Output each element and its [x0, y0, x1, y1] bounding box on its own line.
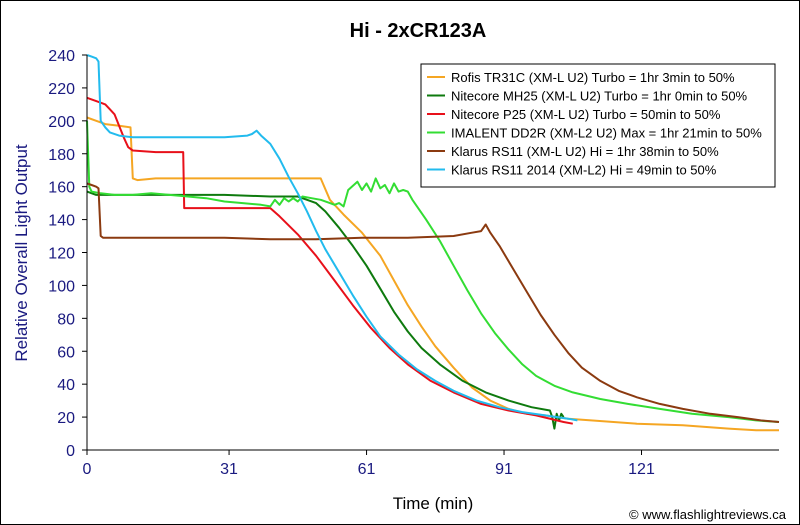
y-tick-label: 20: [57, 410, 75, 427]
y-tick-label: 200: [48, 114, 75, 131]
series-line-5: [86, 182, 780, 423]
series-line-6: [86, 54, 578, 422]
legend-label-6: Klarus RS11 2014 (XM-L2) Hi = 49min to 5…: [451, 163, 717, 178]
y-tick-label: 80: [57, 311, 75, 328]
legend-label-1: Rofis TR31C (XM-L U2) Turbo = 1hr 3min t…: [451, 70, 735, 85]
copyright-text: © www.flashlightreviews.ca: [629, 507, 787, 522]
x-tick-label: 61: [358, 461, 376, 478]
y-tick-label: 0: [66, 443, 75, 460]
y-tick-label: 100: [48, 278, 75, 295]
x-axis-label: Time (min): [393, 494, 474, 513]
series-line-1: [86, 116, 779, 432]
y-tick-label: 120: [48, 246, 75, 263]
x-tick-label: 121: [628, 461, 655, 478]
x-tick-label: 0: [83, 461, 92, 478]
series-layer: [86, 54, 780, 432]
series-line-2: [86, 190, 565, 430]
legend-label-4: IMALENT DD2R (XM-L2 U2) Max = 1hr 21min …: [451, 126, 762, 141]
chart-title: Hi - 2xCR123A: [350, 20, 487, 42]
y-tick-label: 180: [48, 147, 75, 164]
legend-label-2: Nitecore MH25 (XM-L U2) Turbo = 1hr 0min…: [451, 89, 748, 104]
y-axis-label: Relative Overall Light Output: [12, 144, 31, 362]
y-tick-label: 40: [57, 377, 75, 394]
y-tick-label: 60: [57, 344, 75, 361]
axes-layer: 0 20 40 60 80 100 120 140 160 180 200 220 240 0 31 61 91…: [48, 48, 779, 478]
x-tick-label: 31: [220, 461, 238, 478]
y-tick-label: 140: [48, 213, 75, 230]
x-tick-label: 91: [495, 461, 513, 478]
series-line-3: [86, 96, 573, 425]
legend-label-3: Nitecore P25 (XM-L U2) Turbo = 50min to …: [451, 107, 721, 122]
legend: Rofis TR31C (XM-L U2) Turbo = 1hr 3min t…: [420, 63, 776, 188]
legend-box: [420, 63, 776, 188]
series-line-4: [86, 120, 780, 423]
y-tick-label: 160: [48, 180, 75, 197]
y-tick-label: 220: [48, 81, 75, 98]
legend-label-5: Klarus RS11 (XM-L U2) Hi = 1hr 38min to …: [451, 144, 719, 159]
y-tick-label: 240: [48, 48, 75, 65]
